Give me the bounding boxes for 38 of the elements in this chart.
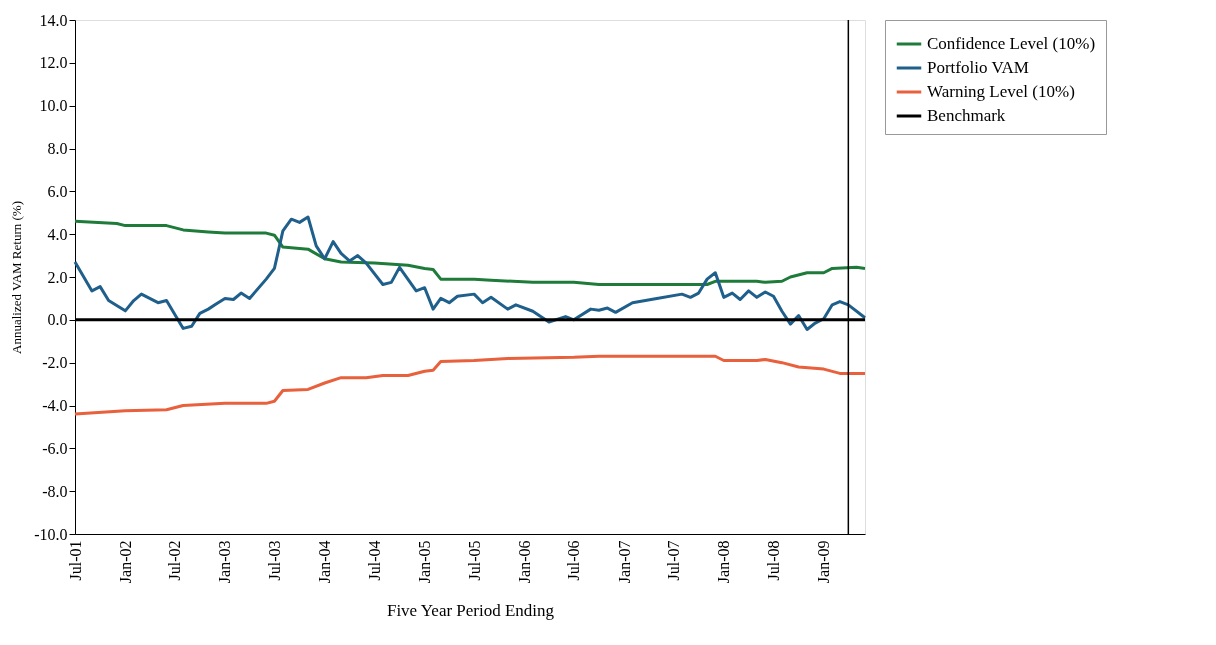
y-tick-label: -6.0 [42, 439, 68, 457]
y-tick-label: -8.0 [42, 482, 68, 500]
x-tick-label: Jan-03 [216, 540, 234, 584]
x-tick-label: Jan-09 [815, 540, 833, 584]
y-tick-label: 8.0 [47, 140, 68, 157]
legend-label: Portfolio VAM [927, 58, 1029, 77]
y-tick-label: 0.0 [47, 311, 68, 329]
x-tick-label: Jul-03 [265, 540, 283, 581]
y-axis-title: Annualized VAM Return (%) [9, 201, 25, 354]
x-axis-title: Five Year Period Ending [386, 601, 555, 621]
x-tick-label: Jul-07 [665, 540, 683, 581]
y-tick-label: 10.0 [39, 97, 68, 115]
x-tick-label: Jul-08 [764, 540, 782, 581]
y-tick-label: -10.0 [34, 525, 68, 543]
line-series [73, 219, 867, 286]
x-tick-label: Jul-02 [166, 540, 184, 581]
y-tick-label: -4.0 [42, 397, 68, 414]
x-tick-label: Jan-08 [715, 540, 733, 584]
line-series [73, 354, 867, 416]
x-tick-label: Jul-04 [365, 540, 383, 581]
y-tick-label: 2.0 [47, 268, 68, 286]
y-tick-label: 12.0 [39, 54, 68, 72]
x-tick-label: Jul-05 [465, 540, 483, 581]
x-tick-label: Jan-05 [416, 540, 434, 584]
y-tick-label: 14.0 [39, 11, 68, 29]
legend-label: Warning Level (10%) [927, 82, 1075, 101]
y-tick-label: 6.0 [47, 182, 68, 200]
x-tick-label: Jan-06 [515, 540, 533, 584]
y-tick-label: 4.0 [47, 225, 68, 243]
y-tick-label: -2.0 [42, 354, 68, 372]
line-series [73, 215, 867, 331]
legend-label: Benchmark [927, 106, 1006, 125]
x-tick-label: Jan-07 [615, 540, 633, 584]
x-tick-label: Jan-04 [316, 540, 334, 584]
x-tick-label: Jul-06 [565, 540, 583, 581]
x-tick-label: Jul-01 [66, 540, 84, 581]
legend-label: Confidence Level (10%) [927, 34, 1096, 53]
x-tick-label: Jan-02 [116, 540, 134, 584]
